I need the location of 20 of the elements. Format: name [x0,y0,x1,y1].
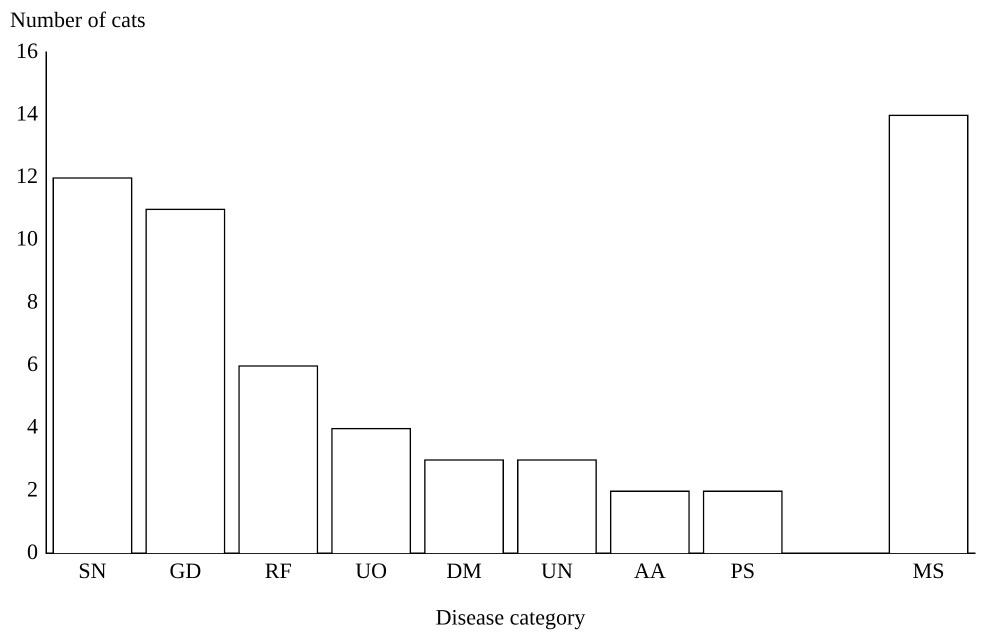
x-tick-label: UO [355,558,388,584]
x-tick-label: UN [541,558,573,584]
y-tick-label: 6 [27,351,38,376]
x-tick-label: DM [446,558,482,584]
x-tick-label: AA [634,558,666,584]
y-tick-label: 14 [16,100,38,126]
x-tick-label: SN [78,558,107,584]
y-tick-label: 8 [27,288,38,314]
y-axis-title: Number of cats [10,6,146,32]
x-tick-label: PS [730,558,755,584]
y-tick-label: 0 [27,538,38,564]
x-tick-label: GD [169,558,202,584]
y-tick-label: 10 [16,226,38,251]
y-tick-label: 2 [27,476,38,502]
y-tick-label: 16 [16,38,38,63]
y-tick-label: 4 [27,414,38,439]
x-tick-label: RF [264,558,292,584]
y-tick-label: 12 [16,163,38,188]
x-tick-label: MS [912,558,944,584]
x-axis-title: Disease category [436,604,586,630]
